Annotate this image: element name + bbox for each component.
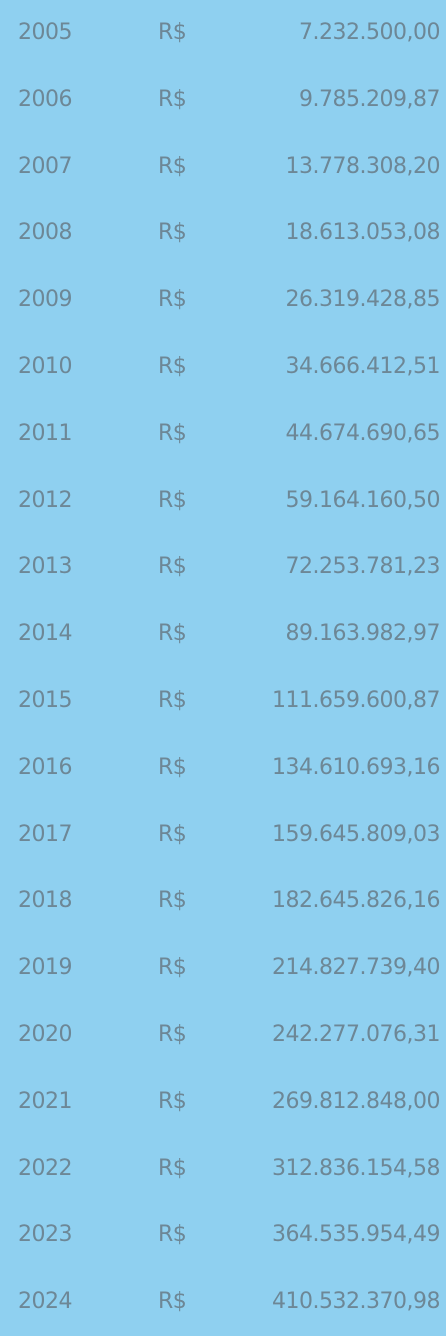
table-row: 2020 R$ 242.277.076,31 — [0, 1002, 446, 1069]
table-row: 2024 R$ 410.532.370,98 — [0, 1269, 446, 1336]
year-cell: 2022 — [18, 1155, 73, 1181]
table-row: 2016 R$ 134.610.693,16 — [0, 735, 446, 802]
currency-cell: R$ — [158, 1155, 187, 1181]
value-cell: 13.778.308,20 — [285, 153, 441, 179]
table-row: 2018 R$ 182.645.826,16 — [0, 868, 446, 935]
currency-cell: R$ — [158, 153, 187, 179]
value-cell: 34.666.412,51 — [285, 354, 441, 379]
year-cell: 2009 — [18, 287, 73, 313]
value-cell: 159.645.809,03 — [272, 821, 440, 847]
currency-cell: R$ — [158, 487, 187, 513]
year-cell: 2018 — [18, 888, 73, 914]
currency-cell: R$ — [158, 888, 187, 914]
value-cell: 59.164.160,50 — [285, 487, 441, 513]
currency-cell: R$ — [158, 1289, 187, 1315]
currency-cell: R$ — [158, 287, 187, 313]
currency-cell: R$ — [158, 754, 187, 780]
currency-cell: R$ — [158, 220, 187, 246]
year-cell: 2019 — [18, 955, 73, 981]
value-cell: 7.232.500,00 — [299, 20, 440, 45]
year-cell: 2005 — [18, 20, 73, 45]
currency-cell: R$ — [158, 20, 187, 45]
value-cell: 9.785.209,87 — [299, 86, 440, 112]
value-cell: 269.812.848,00 — [272, 1088, 440, 1114]
year-cell: 2008 — [18, 220, 73, 246]
table-row: 2019 R$ 214.827.739,40 — [0, 935, 446, 1002]
year-cell: 2006 — [18, 86, 73, 112]
table-row: 2011 R$ 44.674.690,65 — [0, 401, 446, 468]
table-row: 2009 R$ 26.319.428,85 — [0, 267, 446, 334]
table-row: 2005 R$ 7.232.500,00 — [0, 0, 446, 67]
table-row: 2023 R$ 364.535.954,49 — [0, 1202, 446, 1269]
year-cell: 2020 — [18, 1022, 73, 1047]
table-row: 2013 R$ 72.253.781,23 — [0, 534, 446, 601]
year-cell: 2015 — [18, 688, 73, 713]
currency-cell: R$ — [158, 621, 187, 647]
value-cell: 18.613.053,08 — [285, 220, 441, 246]
currency-cell: R$ — [158, 1222, 187, 1248]
table-row: 2008 R$ 18.613.053,08 — [0, 200, 446, 267]
value-cell: 111.659.600,87 — [272, 688, 440, 713]
currency-cell: R$ — [158, 420, 187, 446]
value-cell: 72.253.781,23 — [285, 554, 441, 580]
currency-cell: R$ — [158, 955, 187, 981]
currency-cell: R$ — [158, 821, 187, 847]
table-row: 2015 R$ 111.659.600,87 — [0, 668, 446, 735]
value-cell: 214.827.739,40 — [272, 955, 440, 981]
year-cell: 2010 — [18, 354, 73, 379]
value-cell: 364.535.954,49 — [272, 1222, 440, 1248]
currency-cell: R$ — [158, 688, 187, 713]
year-cell: 2011 — [18, 420, 73, 446]
year-cell: 2013 — [18, 554, 73, 580]
year-cell: 2012 — [18, 487, 73, 513]
table-row: 2012 R$ 59.164.160,50 — [0, 468, 446, 535]
year-cell: 2023 — [18, 1222, 73, 1248]
year-cell: 2021 — [18, 1088, 73, 1114]
table-row: 2006 R$ 9.785.209,87 — [0, 67, 446, 134]
value-cell: 182.645.826,16 — [272, 888, 440, 914]
table-row: 2021 R$ 269.812.848,00 — [0, 1069, 446, 1136]
value-cell: 312.836.154,58 — [272, 1155, 440, 1181]
year-cell: 2016 — [18, 754, 73, 780]
value-cell: 26.319.428,85 — [285, 287, 441, 313]
value-cell: 134.610.693,16 — [272, 754, 440, 780]
table-row: 2017 R$ 159.645.809,03 — [0, 802, 446, 869]
year-cell: 2014 — [18, 621, 73, 647]
table-row: 2014 R$ 89.163.982,97 — [0, 601, 446, 668]
table-row: 2022 R$ 312.836.154,58 — [0, 1136, 446, 1203]
currency-cell: R$ — [158, 354, 187, 379]
year-cell: 2024 — [18, 1289, 73, 1315]
value-cell: 410.532.370,98 — [272, 1289, 440, 1315]
value-cell: 44.674.690,65 — [285, 420, 441, 446]
currency-cell: R$ — [158, 554, 187, 580]
year-cell: 2017 — [18, 821, 73, 847]
year-cell: 2007 — [18, 153, 73, 179]
currency-cell: R$ — [158, 86, 187, 112]
table-row: 2007 R$ 13.778.308,20 — [0, 134, 446, 201]
value-cell: 242.277.076,31 — [272, 1022, 440, 1047]
currency-cell: R$ — [158, 1022, 187, 1047]
value-cell: 89.163.982,97 — [285, 621, 441, 647]
currency-cell: R$ — [158, 1088, 187, 1114]
table-row: 2010 R$ 34.666.412,51 — [0, 334, 446, 401]
